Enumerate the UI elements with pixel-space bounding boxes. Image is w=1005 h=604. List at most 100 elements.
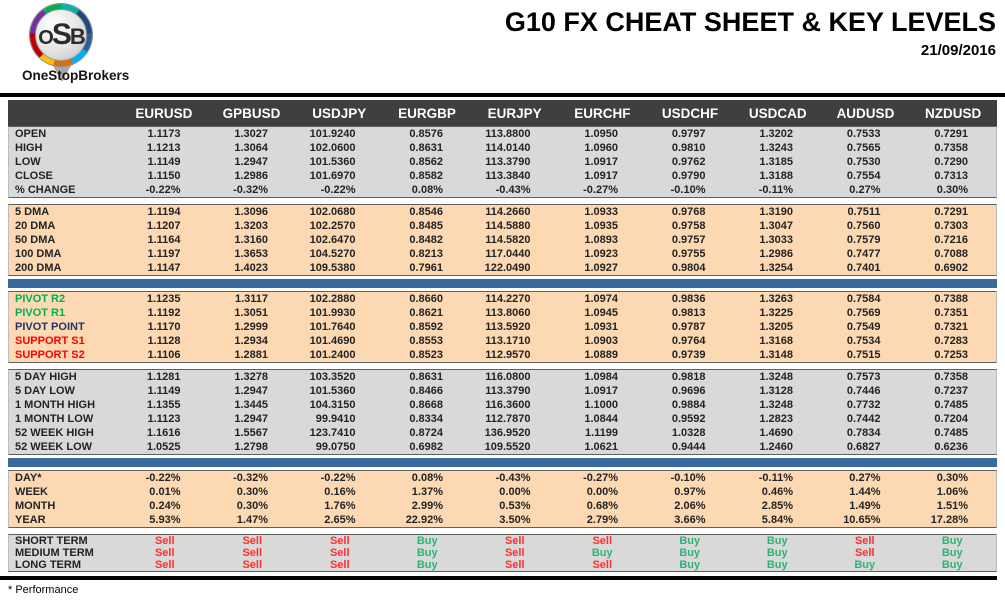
table-cell: -0.27% <box>583 184 618 196</box>
table-cell: 0.9818 <box>671 371 706 383</box>
table-cell: Buy <box>941 559 963 571</box>
table-cell: 0.9804 <box>671 262 706 274</box>
table-cell: Sell <box>242 535 263 547</box>
table-cell: 1.0950 <box>584 128 618 140</box>
table-cell: 0.8668 <box>409 399 443 411</box>
table-cell: 0.9696 <box>671 385 706 397</box>
table-cell: 0.9757 <box>671 234 706 246</box>
row-label: 200 DMA <box>15 262 62 274</box>
table-cell: 0.7554 <box>846 170 881 182</box>
table-cell: 0.7560 <box>846 220 881 232</box>
table-cell: 0.7530 <box>846 156 881 168</box>
table-cell: 0.7358 <box>934 142 968 154</box>
table-cell: 1.2823 <box>759 413 793 425</box>
row-label: OPEN <box>15 128 47 140</box>
table-cell: -0.32% <box>233 184 268 196</box>
table-cell: 0.7303 <box>934 220 968 232</box>
section-dma: 5 DMA 1.1194 1.3096 102.0680 0.8546 114.2660 1… <box>8 204 997 276</box>
table-cell: 113.5920 <box>485 321 531 333</box>
table-cell: 102.2570 <box>309 220 356 232</box>
table-cell: 1.3027 <box>234 128 268 140</box>
row-label: DAY* <box>15 472 42 484</box>
table-cell: 1.1235 <box>146 293 181 305</box>
table-cell: 0.7358 <box>934 371 968 383</box>
table-cell: 101.9240 <box>309 128 356 140</box>
table-cell: 102.0680 <box>309 206 356 218</box>
table-cell: 101.2400 <box>309 349 356 361</box>
table-cell: 0.7549 <box>846 321 881 333</box>
table-row: MONTH 0.24% 0.30% 1.76% 2.99% 0.53% 0.68% 2.06%… <box>9 499 996 513</box>
table-cell: 1.2947 <box>234 413 268 425</box>
table-cell: 0.68% <box>586 500 618 512</box>
table-cell: 1.0917 <box>584 156 618 168</box>
table-cell: 0.7485 <box>934 399 968 411</box>
table-cell: 0.8724 <box>409 427 443 439</box>
table-cell: 1.0935 <box>584 220 618 232</box>
table-cell: 1.2881 <box>234 349 268 361</box>
table-cell: 1.2798 <box>234 441 268 453</box>
table-cell: 1.3203 <box>234 220 268 232</box>
table-row: 20 DMA 1.1207 1.3203 102.2570 0.8485 114.5880… <box>9 219 996 233</box>
logo-text: OSB <box>38 18 85 51</box>
table-cell: 0.8582 <box>409 170 443 182</box>
table-cell: 1.0927 <box>584 262 618 274</box>
table-cell: Sell <box>154 559 175 571</box>
table-cell: 123.7410 <box>309 427 356 439</box>
table-cell: Sell <box>154 535 175 547</box>
table-cell: 1.76% <box>324 500 356 512</box>
table-cell: Sell <box>592 559 613 571</box>
table-body: OPEN 1.1173 1.3027 101.9240 0.8576 113.8800 1.… <box>8 126 997 572</box>
table-cell: 0.7237 <box>934 385 968 397</box>
row-label: LOW <box>15 156 41 168</box>
table-cell: -0.11% <box>758 184 793 196</box>
row-label: 5 DAY HIGH <box>15 371 77 383</box>
table-cell: 112.9570 <box>485 349 531 361</box>
table-cell: 0.7515 <box>846 349 881 361</box>
table-cell: 2.99% <box>411 500 443 512</box>
table-row: PIVOT R2 1.1235 1.3117 102.2880 0.8660 114.22… <box>9 292 996 306</box>
row-label: CLOSE <box>15 170 53 182</box>
table-cell: 116.0800 <box>485 371 531 383</box>
table-cell: 1.0917 <box>584 170 618 182</box>
row-label: MEDIUM TERM <box>15 547 94 559</box>
table-cell: 0.7401 <box>846 262 881 274</box>
table-cell: 0.7565 <box>846 142 881 154</box>
table-cell: -0.27% <box>583 472 618 484</box>
table-cell: 0.7584 <box>846 293 881 305</box>
table-cell: 136.9520 <box>484 427 531 439</box>
table-cell: 0.7573 <box>846 371 881 383</box>
table-cell: 0.7088 <box>934 248 968 260</box>
table-cell: 0.8621 <box>409 307 443 319</box>
table-cell: 1.0960 <box>584 142 618 154</box>
table-cell: 1.1164 <box>147 234 181 246</box>
table-cell: 0.8631 <box>409 142 443 154</box>
column-header-usdcad: USDCAD <box>748 105 807 121</box>
table-row: CLOSE 1.1150 1.2986 101.6970 0.8582 113.3840 1… <box>9 169 996 183</box>
table-cell: Buy <box>679 547 701 559</box>
table-cell: 10.65% <box>843 514 881 526</box>
table-cell: 113.3790 <box>485 385 531 397</box>
table-cell: 22.92% <box>405 514 443 526</box>
table-cell: 0.9592 <box>671 413 706 425</box>
table-cell: 1.3033 <box>759 234 793 246</box>
table-cell: 1.0903 <box>584 335 618 347</box>
table-cell: 0.7321 <box>934 321 968 333</box>
row-label: PIVOT R2 <box>15 293 66 305</box>
table-cell: -0.32% <box>233 472 268 484</box>
fx-cheat-sheet-table: EURUSD GPBUSD USDJPY EURGBP EURJPY EURCHF USDC… <box>8 100 997 572</box>
table-cell: 113.1710 <box>485 335 531 347</box>
table-cell: 1.0974 <box>584 293 618 305</box>
table-cell: 114.5820 <box>485 234 531 246</box>
table-cell: 0.7442 <box>846 413 881 425</box>
table-cell: Buy <box>941 547 963 559</box>
row-label: SUPPORT S2 <box>15 349 85 361</box>
table-cell: 1.3117 <box>234 293 268 305</box>
table-row: 1 MONTH HIGH 1.1355 1.3445 104.3150 0.8668 11… <box>9 398 996 412</box>
table-cell: 1.0621 <box>584 441 618 453</box>
table-cell: 0.01% <box>149 486 181 498</box>
column-header-usdchf: USDCHF <box>661 105 719 121</box>
table-cell: 0.7283 <box>934 335 968 347</box>
table-cell: 101.9930 <box>309 307 356 319</box>
table-cell: 1.3185 <box>759 156 793 168</box>
table-cell: 5.93% <box>149 514 181 526</box>
